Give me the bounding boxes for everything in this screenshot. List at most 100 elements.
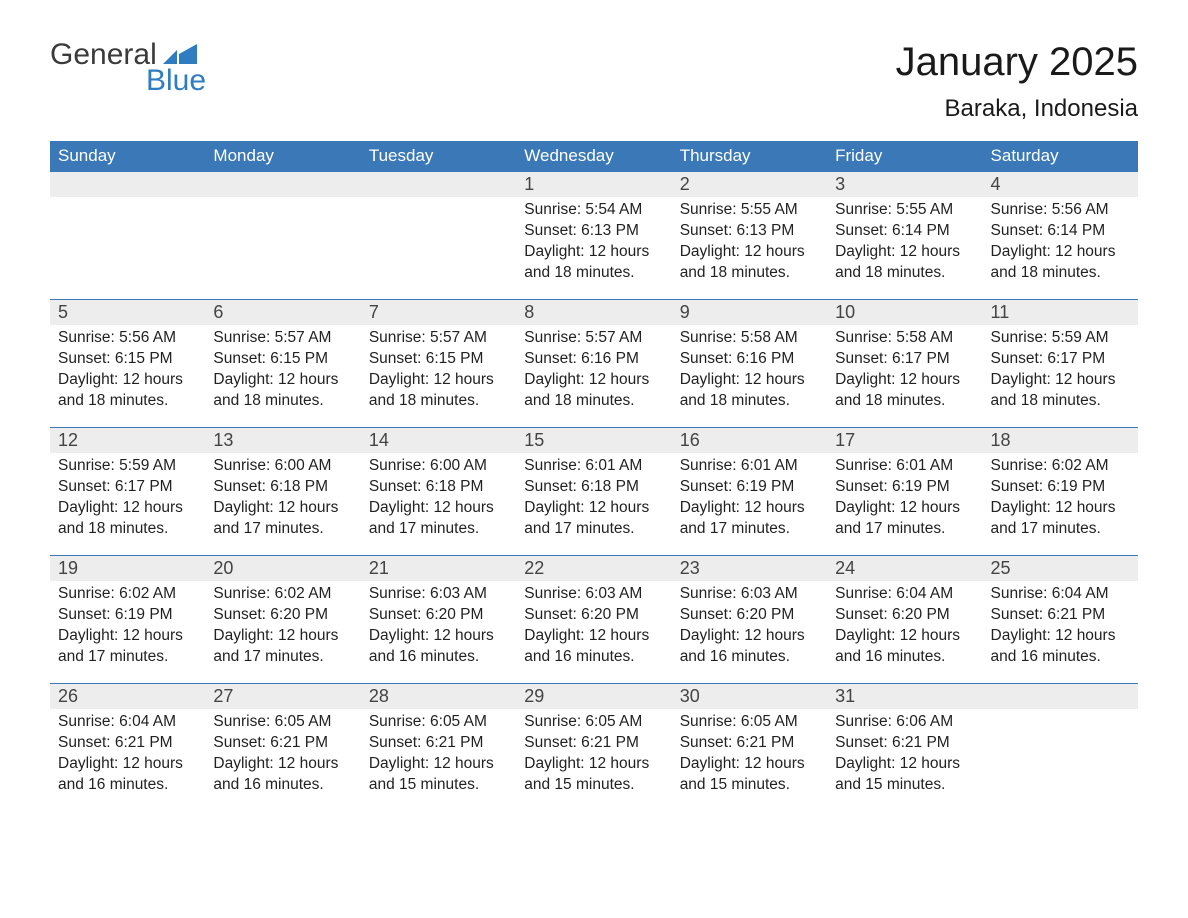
day-content: Sunrise: 5:56 AMSunset: 6:15 PMDaylight:…	[50, 325, 205, 422]
day-number: 14	[361, 428, 516, 453]
sunset-line: Sunset: 6:14 PM	[835, 221, 974, 242]
daylight-line: Daylight: 12 hours and 18 minutes.	[991, 242, 1130, 284]
sunrise-line: Sunrise: 6:01 AM	[835, 456, 974, 477]
day-cell: 25Sunrise: 6:04 AMSunset: 6:21 PMDayligh…	[983, 556, 1138, 684]
day-content: Sunrise: 5:59 AMSunset: 6:17 PMDaylight:…	[983, 325, 1138, 422]
day-number: 27	[205, 684, 360, 709]
day-content: Sunrise: 6:04 AMSunset: 6:21 PMDaylight:…	[983, 581, 1138, 678]
day-cell: 12Sunrise: 5:59 AMSunset: 6:17 PMDayligh…	[50, 428, 205, 556]
sunrise-line: Sunrise: 6:05 AM	[369, 712, 508, 733]
sunset-line: Sunset: 6:19 PM	[58, 605, 197, 626]
day-content: Sunrise: 6:05 AMSunset: 6:21 PMDaylight:…	[205, 709, 360, 806]
sunset-line: Sunset: 6:18 PM	[524, 477, 663, 498]
daylight-line: Daylight: 12 hours and 16 minutes.	[524, 626, 663, 668]
weekday-header: Sunday	[50, 141, 205, 172]
day-content: Sunrise: 6:00 AMSunset: 6:18 PMDaylight:…	[205, 453, 360, 550]
day-number: 19	[50, 556, 205, 581]
sunrise-line: Sunrise: 6:02 AM	[213, 584, 352, 605]
sunrise-line: Sunrise: 5:57 AM	[213, 328, 352, 349]
sunset-line: Sunset: 6:21 PM	[369, 733, 508, 754]
day-content: Sunrise: 5:58 AMSunset: 6:17 PMDaylight:…	[827, 325, 982, 422]
day-cell: 9Sunrise: 5:58 AMSunset: 6:16 PMDaylight…	[672, 300, 827, 428]
daylight-line: Daylight: 12 hours and 15 minutes.	[524, 754, 663, 796]
day-cell: 3Sunrise: 5:55 AMSunset: 6:14 PMDaylight…	[827, 172, 982, 300]
day-number: 11	[983, 300, 1138, 325]
daylight-line: Daylight: 12 hours and 18 minutes.	[680, 242, 819, 284]
sunset-line: Sunset: 6:20 PM	[213, 605, 352, 626]
day-cell: 1Sunrise: 5:54 AMSunset: 6:13 PMDaylight…	[516, 172, 671, 300]
day-cell	[50, 172, 205, 300]
sunset-line: Sunset: 6:14 PM	[991, 221, 1130, 242]
sunrise-line: Sunrise: 6:02 AM	[991, 456, 1130, 477]
day-cell: 20 Sunrise: 6:02 AMSunset: 6:20 PMDayligh…	[205, 556, 360, 684]
day-cell: 22Sunrise: 6:03 AMSunset: 6:20 PMDayligh…	[516, 556, 671, 684]
daylight-line: Daylight: 12 hours and 18 minutes.	[58, 370, 197, 412]
daylight-line: Daylight: 12 hours and 17 minutes.	[58, 626, 197, 668]
weekday-header: Tuesday	[361, 141, 516, 172]
sunset-line: Sunset: 6:20 PM	[369, 605, 508, 626]
month-title: January 2025	[896, 40, 1138, 85]
daylight-line: Daylight: 12 hours and 17 minutes.	[524, 498, 663, 540]
daylight-line: Daylight: 12 hours and 17 minutes.	[213, 626, 352, 668]
sunset-line: Sunset: 6:17 PM	[991, 349, 1130, 370]
day-cell: 2Sunrise: 5:55 AMSunset: 6:13 PMDaylight…	[672, 172, 827, 300]
sunset-line: Sunset: 6:19 PM	[680, 477, 819, 498]
day-cell: 17Sunrise: 6:01 AMSunset: 6:19 PMDayligh…	[827, 428, 982, 556]
daylight-line: Daylight: 12 hours and 18 minutes.	[524, 370, 663, 412]
day-content: Sunrise: 5:57 AMSunset: 6:15 PMDaylight:…	[205, 325, 360, 422]
sunrise-line: Sunrise: 6:04 AM	[58, 712, 197, 733]
day-number: 20	[205, 556, 360, 581]
day-number: 3	[827, 172, 982, 197]
sunset-line: Sunset: 6:18 PM	[213, 477, 352, 498]
day-cell: 28Sunrise: 6:05 AMSunset: 6:21 PMDayligh…	[361, 684, 516, 812]
daylight-line: Daylight: 12 hours and 16 minutes.	[58, 754, 197, 796]
day-number: 4	[983, 172, 1138, 197]
weekday-header: Monday	[205, 141, 360, 172]
day-number: 9	[672, 300, 827, 325]
day-cell: 23Sunrise: 6:03 AMSunset: 6:20 PMDayligh…	[672, 556, 827, 684]
sunrise-line: Sunrise: 5:58 AM	[680, 328, 819, 349]
weekday-header-row: SundayMondayTuesdayWednesdayThursdayFrid…	[50, 141, 1138, 172]
day-content: Sunrise: 6:06 AMSunset: 6:21 PMDaylight:…	[827, 709, 982, 806]
day-content: Sunrise: 6:01 AMSunset: 6:18 PMDaylight:…	[516, 453, 671, 550]
day-content: Sunrise: 6:02 AMSunset: 6:19 PMDaylight:…	[50, 581, 205, 678]
sunset-line: Sunset: 6:20 PM	[680, 605, 819, 626]
day-number: 15	[516, 428, 671, 453]
sunrise-line: Sunrise: 6:03 AM	[524, 584, 663, 605]
sunrise-line: Sunrise: 6:03 AM	[680, 584, 819, 605]
logo-text-blue: Blue	[146, 66, 206, 96]
day-content: Sunrise: 6:01 AMSunset: 6:19 PMDaylight:…	[672, 453, 827, 550]
daylight-line: Daylight: 12 hours and 16 minutes.	[369, 626, 508, 668]
day-cell: 26Sunrise: 6:04 AMSunset: 6:21 PMDayligh…	[50, 684, 205, 812]
header: General Blue January 2025 Baraka, Indone…	[50, 40, 1138, 123]
calendar-body: 1Sunrise: 5:54 AMSunset: 6:13 PMDaylight…	[50, 172, 1138, 812]
day-cell: 10Sunrise: 5:58 AMSunset: 6:17 PMDayligh…	[827, 300, 982, 428]
day-content: Sunrise: 6:02 AMSunset: 6:19 PMDaylight:…	[983, 453, 1138, 550]
day-cell: 6Sunrise: 5:57 AMSunset: 6:15 PMDaylight…	[205, 300, 360, 428]
sunrise-line: Sunrise: 6:04 AM	[835, 584, 974, 605]
day-number: 31	[827, 684, 982, 709]
daylight-line: Daylight: 12 hours and 18 minutes.	[58, 498, 197, 540]
flag-icon	[163, 44, 197, 64]
sunset-line: Sunset: 6:15 PM	[213, 349, 352, 370]
daylight-line: Daylight: 12 hours and 16 minutes.	[213, 754, 352, 796]
day-number: 2	[672, 172, 827, 197]
sunrise-line: Sunrise: 6:05 AM	[680, 712, 819, 733]
daylight-line: Daylight: 12 hours and 16 minutes.	[680, 626, 819, 668]
day-cell: 5Sunrise: 5:56 AMSunset: 6:15 PMDaylight…	[50, 300, 205, 428]
logo: General Blue	[50, 40, 206, 96]
day-cell: 18Sunrise: 6:02 AMSunset: 6:19 PMDayligh…	[983, 428, 1138, 556]
sunrise-line: Sunrise: 6:02 AM	[58, 584, 197, 605]
daylight-line: Daylight: 12 hours and 17 minutes.	[680, 498, 819, 540]
week-row: 12Sunrise: 5:59 AMSunset: 6:17 PMDayligh…	[50, 428, 1138, 556]
day-cell: 7Sunrise: 5:57 AMSunset: 6:15 PMDaylight…	[361, 300, 516, 428]
day-number: 6	[205, 300, 360, 325]
daylight-line: Daylight: 12 hours and 15 minutes.	[835, 754, 974, 796]
week-row: 5Sunrise: 5:56 AMSunset: 6:15 PMDaylight…	[50, 300, 1138, 428]
day-content: Sunrise: 6:04 AMSunset: 6:21 PMDaylight:…	[50, 709, 205, 806]
day-number: 17	[827, 428, 982, 453]
day-cell: 13Sunrise: 6:00 AMSunset: 6:18 PMDayligh…	[205, 428, 360, 556]
calendar-table: SundayMondayTuesdayWednesdayThursdayFrid…	[50, 141, 1138, 812]
sunset-line: Sunset: 6:20 PM	[524, 605, 663, 626]
logo-text-general: General	[50, 40, 157, 70]
